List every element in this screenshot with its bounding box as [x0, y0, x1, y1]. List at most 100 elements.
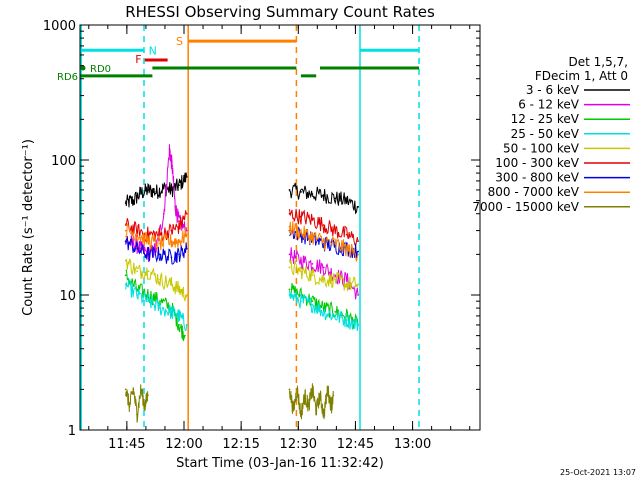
series-0-segment-1-point-1: [300, 191, 302, 193]
y-tick-label: 1: [68, 424, 76, 439]
series-6-segment-0-point-2: [147, 253, 150, 256]
series-2-segment-0-point-3: [159, 300, 161, 303]
series-6-segment-1-point-6: [357, 250, 359, 253]
series-5-segment-0-point-2: [147, 233, 150, 236]
series-6-segment-0-point-3: [159, 253, 161, 256]
series-8-segment-0: [125, 384, 149, 423]
series-0-segment-0-point-4: [155, 191, 158, 193]
series-1-segment-1-point-5: [345, 278, 348, 281]
series-4-segment-1-point-1: [300, 270, 302, 273]
series-2-segment-0-point-0: [124, 274, 127, 277]
series-4-segment-1: [289, 259, 359, 292]
x-tick-label: 12:15: [222, 437, 259, 452]
x-axis-label: Start Time (03-Jan-16 11:32:42): [176, 456, 384, 471]
x-tick-label: 11:45: [108, 437, 145, 452]
series-8-segment-1-point-1: [292, 409, 295, 412]
series-7-segment-1-point-0: [288, 225, 291, 228]
series-3-segment-0-point-3: [159, 307, 161, 309]
series-7-segment-0: [125, 222, 188, 251]
series-4-segment-0-point-4: [170, 283, 173, 286]
series-0-segment-0-point-3: [147, 189, 150, 191]
series-0-segment-0-point-5: [162, 187, 165, 189]
series-7-segment-0-point-1: [136, 233, 139, 236]
series-8-segment-0-point-2: [132, 388, 135, 391]
series-4-segment-1-point-3: [322, 278, 325, 281]
series-4-segment-1-point-5: [345, 283, 348, 286]
series-8-segment-1-point-7: [315, 409, 318, 412]
series-4-segment-0-point-5: [178, 288, 180, 291]
series-8-segment-0-point-3: [136, 413, 139, 416]
series-2-segment-0-point-5: [178, 324, 180, 326]
flag-label-s: S: [176, 35, 183, 48]
series-5-segment-0-point-3: [159, 233, 161, 236]
series-4-segment-0-point-2: [147, 270, 150, 273]
flag-label-rd0: RD0: [90, 64, 111, 75]
series-3-segment-1-point-1: [300, 300, 302, 303]
series-0-segment-1-point-2: [311, 193, 314, 195]
series-7-segment-0-point-0: [124, 229, 127, 232]
series-4-segment-1-point-0: [288, 266, 291, 269]
series-7-segment-1-point-3: [322, 240, 325, 243]
series-8-segment-1-point-4: [303, 394, 306, 397]
series-5-segment-1-point-6: [357, 240, 359, 243]
series-3-segment-1: [289, 290, 359, 331]
legend-item-label-7: 800 - 7000 keV: [488, 185, 580, 199]
series-3-segment-1-point-5: [345, 319, 348, 322]
series-6-segment-0-point-4: [170, 256, 173, 259]
series-5-segment-1-point-5: [345, 233, 348, 236]
series-0-segment-0-point-8: [185, 175, 188, 178]
series-7-segment-0-point-6: [185, 233, 188, 236]
series-8-segment-1-point-2: [296, 388, 299, 391]
series-8-segment-0-point-5: [143, 405, 146, 408]
series-1-segment-0-point-8: [174, 205, 177, 208]
series-8-segment-1: [289, 383, 334, 420]
series-0-segment-0-point-0: [124, 202, 127, 204]
series-7-segment-0-point-5: [178, 240, 180, 243]
series-3-segment-1-point-4: [334, 315, 337, 317]
series-3-segment-0-point-1: [136, 294, 139, 296]
series-1-segment-1-point-0: [288, 253, 291, 256]
series-2-segment-1-point-2: [311, 300, 314, 303]
series-3-segment-1-point-3: [322, 310, 325, 313]
series-5-segment-1: [289, 208, 359, 248]
series-6-segment-0-point-5: [178, 253, 180, 256]
flag-label-f: F: [135, 53, 141, 66]
x-tick-label: 12:45: [337, 437, 374, 452]
series-1-segment-1-point-4: [334, 274, 337, 277]
series-1-segment-0-point-6: [168, 148, 171, 151]
series-3-segment-0-point-2: [147, 300, 150, 303]
series-8-segment-0-point-0: [124, 388, 127, 391]
y-tick-label: 10: [59, 289, 76, 304]
flag-rd0-marker: [80, 65, 86, 71]
legend-item-label-4: 50 - 100 keV: [503, 141, 580, 155]
legend-header-line-2: FDecim 1, Att 0: [535, 69, 628, 83]
series-0-segment-1-point-0: [288, 189, 291, 191]
series-5-segment-0-point-4: [170, 229, 173, 232]
series-7-segment-1-point-5: [345, 247, 348, 250]
legend-item-label-5: 100 - 300 keV: [495, 156, 579, 170]
flag-label-rd6: RD6: [57, 72, 78, 83]
series-5-segment-1-point-0: [288, 212, 291, 215]
series-4-segment-0: [125, 258, 188, 302]
x-tick-label: 13:00: [394, 437, 431, 452]
legend-item-label-1: 6 - 12 keV: [518, 98, 580, 112]
series-7-segment-1-point-2: [311, 235, 314, 238]
series-0-segment-0-point-2: [140, 192, 142, 194]
series-7-segment-1-point-6: [357, 253, 359, 256]
series-8-segment-1-point-10: [326, 388, 329, 391]
series-8-segment-1-point-0: [288, 388, 291, 391]
series-0-segment-0: [125, 172, 188, 208]
series-3-segment-1-point-2: [311, 303, 314, 306]
series-0-segment-1-point-5: [345, 199, 348, 202]
series-0-segment-0-point-7: [178, 184, 180, 187]
series-3-segment-0-point-0: [124, 283, 127, 286]
series-5-segment-0-point-5: [178, 225, 180, 228]
series-7-segment-1: [289, 221, 359, 262]
series-8-segment-1-point-6: [311, 388, 314, 391]
series-1-segment-1-point-2: [311, 262, 314, 265]
series-0-segment-1: [289, 182, 359, 215]
series-2-segment-0-point-6: [183, 334, 186, 337]
plot-area: RHESSI Observing Summary Count Rates N S F R…: [21, 3, 636, 477]
